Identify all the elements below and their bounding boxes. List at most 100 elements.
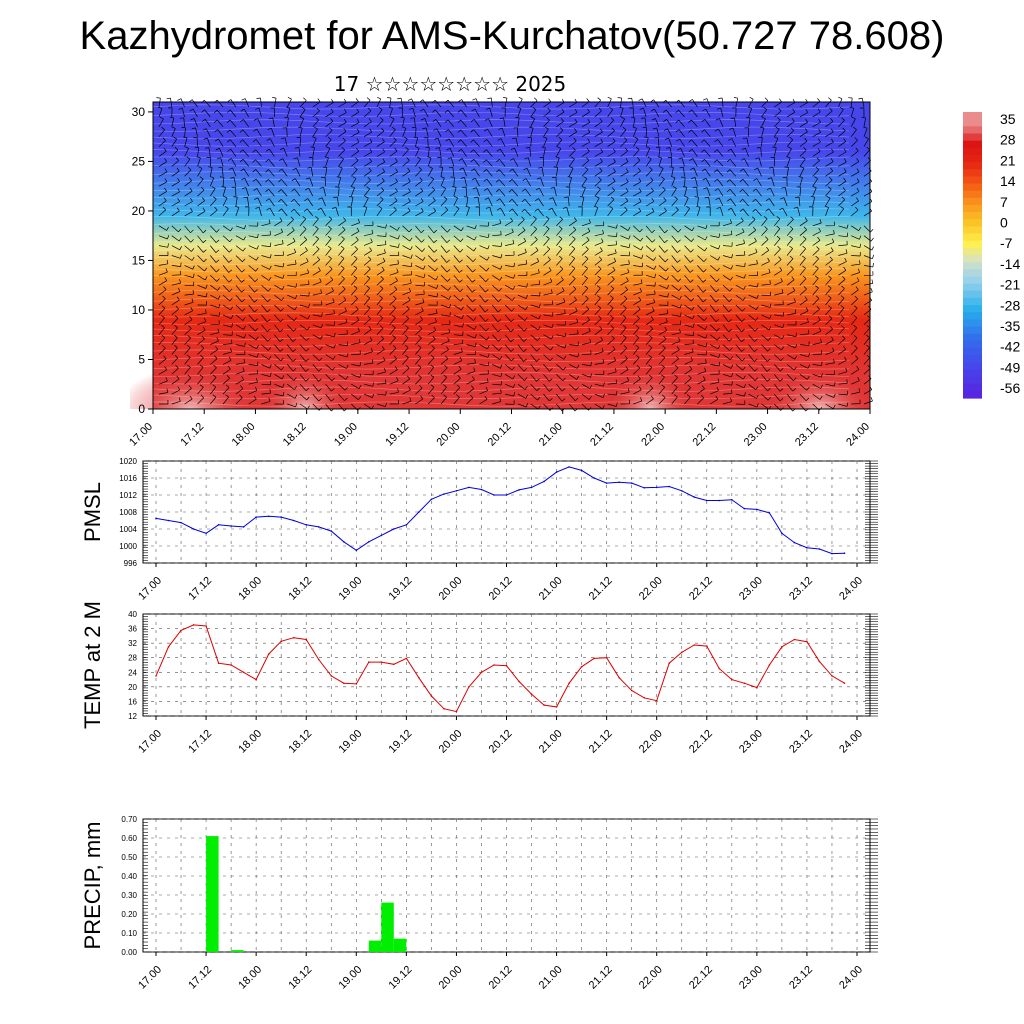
precip-bar <box>206 836 219 952</box>
precip-bar <box>368 940 382 952</box>
x-tick-label: 20.12 <box>487 575 515 603</box>
minor-ticks <box>143 818 878 953</box>
colorbar-label: -21 <box>1000 277 1020 293</box>
pmsl-point <box>192 528 195 530</box>
temp-point <box>731 678 733 681</box>
contour-line <box>152 178 850 184</box>
pmsl-point <box>455 490 458 492</box>
pmsl-point <box>731 498 733 501</box>
x-tick-label: 20.00 <box>437 728 465 756</box>
temp-point <box>655 699 658 702</box>
colorbar-segment <box>963 305 982 313</box>
temp-point <box>280 640 283 643</box>
pmsl-point <box>305 524 308 526</box>
colorbar-segment <box>963 297 982 306</box>
pmsl-point <box>180 521 182 524</box>
heatmap-hot-cell <box>770 339 870 409</box>
x-tick-label: 18.12 <box>281 421 309 449</box>
x-tick-label: 19.12 <box>383 421 411 449</box>
pmsl-point <box>630 482 633 484</box>
x-tick-label: 18.00 <box>236 728 264 756</box>
colorbar-segment <box>963 290 982 299</box>
temp-point <box>505 664 508 667</box>
pmsl-point <box>505 494 508 496</box>
y-tick-label: 32 <box>128 639 137 648</box>
y-tick-label: 10 <box>132 303 146 317</box>
x-tick-label: 17.12 <box>186 575 214 603</box>
temp-point <box>818 660 821 663</box>
temp-point <box>630 689 633 692</box>
pmsl-point <box>155 517 157 520</box>
temp-point <box>317 658 320 661</box>
temp-point <box>518 680 520 683</box>
colorbar-segment <box>963 169 982 177</box>
x-tick-label: 17.00 <box>136 728 164 756</box>
temp-point <box>455 710 458 713</box>
temp-point <box>292 636 295 639</box>
temp-point <box>793 638 796 641</box>
y-tick-label: 1008 <box>119 508 137 517</box>
grid-lines <box>143 460 870 564</box>
x-tick-label: 22.00 <box>637 728 665 756</box>
y-tick-label: 28 <box>128 654 137 663</box>
pmsl-point <box>843 552 846 554</box>
contour-line <box>152 156 850 162</box>
pmsl-point <box>693 496 696 498</box>
contour-line <box>152 297 850 303</box>
x-tick-label: 21.00 <box>537 964 565 992</box>
pmsl-point <box>493 494 495 496</box>
x-tick-label: 18.12 <box>286 964 314 992</box>
y-axis-title: PRECIP, mm <box>80 822 105 950</box>
x-tick-label: 18.12 <box>286 728 314 756</box>
x-tick-label: 17.12 <box>186 964 214 992</box>
x-tick-label: 19.12 <box>387 728 415 756</box>
temp-point <box>743 682 746 684</box>
contour-line <box>152 230 850 236</box>
temp-point <box>643 697 645 699</box>
colorbar-label: -14 <box>1000 256 1020 272</box>
colorbar-label: -35 <box>1000 318 1020 334</box>
y-tick-label: 25 <box>132 154 146 168</box>
x-tick-label: 19.00 <box>336 728 364 756</box>
contour-line <box>152 394 850 400</box>
temp-point <box>480 671 483 674</box>
x-tick-label: 18.00 <box>236 964 264 992</box>
x-tick-label: 21.12 <box>587 728 615 756</box>
precip-bar <box>393 938 407 952</box>
temp-point <box>330 675 333 677</box>
contour-line <box>152 134 850 140</box>
contour-line <box>152 126 850 132</box>
colorbar-label: 28 <box>1000 132 1016 148</box>
y-tick-label: 0.60 <box>121 834 137 843</box>
temp-point <box>693 644 696 646</box>
colorbar-segment <box>963 140 982 149</box>
pmsl-point <box>756 508 758 511</box>
colorbar-segment <box>963 112 982 120</box>
x-tick-label: 19.12 <box>387 964 415 992</box>
wind-barb-field <box>156 96 875 412</box>
y-axis-title: TEMP at 2 M <box>80 601 105 729</box>
colorbar-segment <box>963 204 982 213</box>
x-tick-label: 21.00 <box>537 728 565 756</box>
temp-point <box>443 707 445 710</box>
pmsl-point <box>468 486 470 489</box>
heatmap-hot-cell <box>265 339 345 409</box>
contour-line <box>152 275 850 281</box>
pmsl-point <box>405 524 408 526</box>
pmsl-point <box>242 526 245 528</box>
x-tick-label: 18.00 <box>230 421 258 449</box>
colorbar-segment <box>963 190 982 199</box>
contour-line <box>152 163 850 169</box>
pmsl-point <box>217 524 220 526</box>
pmsl-point <box>205 532 207 535</box>
temp-point <box>217 662 220 664</box>
pmsl-point <box>768 512 771 514</box>
x-tick-label: 23.00 <box>737 575 765 603</box>
temp-point <box>831 675 833 677</box>
pmsl-point <box>380 534 383 537</box>
colorbar-segment <box>963 333 982 342</box>
y-tick-label: 1004 <box>119 525 137 534</box>
pmsl-point <box>793 541 796 544</box>
colorbar-segment <box>963 119 982 127</box>
